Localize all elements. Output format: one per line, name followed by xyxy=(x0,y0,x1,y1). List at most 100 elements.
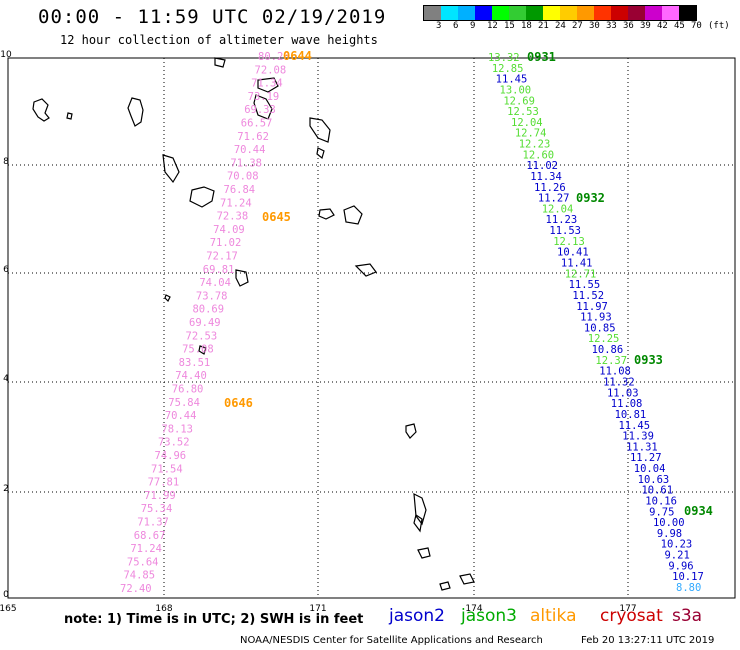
y-tick-label: 6 xyxy=(3,265,9,275)
east-track-value: 11.97 xyxy=(576,301,608,313)
east-track-value: 11.31 xyxy=(626,441,658,453)
island-outline xyxy=(413,492,427,526)
east-track-value: 9.98 xyxy=(657,528,682,540)
west-track-value: 72.38 xyxy=(217,211,249,223)
east-track-value: 11.41 xyxy=(561,258,593,270)
east-track-value: 11.08 xyxy=(599,366,631,378)
west-track-value: 74.04 xyxy=(199,277,231,289)
west-track-value: 71.02 xyxy=(210,237,242,249)
island-outline xyxy=(316,147,325,160)
west-track-time: 0644 xyxy=(283,49,312,63)
credit-text: NOAA/NESDIS Center for Satellite Applica… xyxy=(240,635,543,646)
legend-swatch xyxy=(543,6,560,20)
island-outline xyxy=(189,186,215,208)
east-track-value: 12.13 xyxy=(553,236,585,248)
x-tick-label: 171 xyxy=(309,604,326,614)
west-track-value: 70.08 xyxy=(227,171,259,183)
east-track-value: 10.00 xyxy=(653,517,685,529)
west-track-value: 69.49 xyxy=(189,317,221,329)
axis-ticks: 165 168 171 174 177 0 2 4 6 8 10 xyxy=(0,50,637,614)
island-outline xyxy=(309,117,331,143)
west-track-value: 71.34 xyxy=(251,78,283,90)
satellite-jason3: jason3 xyxy=(461,606,517,626)
east-track-value: 9.96 xyxy=(668,560,693,572)
east-track-value: 10.63 xyxy=(638,474,670,486)
west-track-value: 68.67 xyxy=(134,530,166,542)
legend-label: 27 xyxy=(572,21,583,31)
west-track-value: 76.80 xyxy=(172,384,204,396)
color-scale-legend xyxy=(423,5,697,21)
satellite-altika: altika xyxy=(530,606,577,626)
east-track-value: 10.41 xyxy=(557,247,589,259)
y-tick-label: 10 xyxy=(0,50,12,60)
east-track-value: 11.27 xyxy=(630,452,662,464)
satellite-cryosat: cryosat xyxy=(600,606,663,626)
west-track-value: 71.99 xyxy=(144,490,176,502)
map-frame xyxy=(7,57,736,599)
island-outline xyxy=(459,573,475,585)
west-track-value: 72.53 xyxy=(186,330,218,342)
west-track-value: 72.17 xyxy=(206,251,238,263)
east-track-value: 11.08 xyxy=(611,398,643,410)
map-grid xyxy=(7,57,736,599)
west-track-value: 74.09 xyxy=(213,224,245,236)
legend-label: 42 xyxy=(657,21,668,31)
east-track-time: 0934 xyxy=(684,504,713,518)
legend-label: 3 xyxy=(436,21,442,31)
legend-swatch xyxy=(458,6,475,20)
island-outline xyxy=(439,581,451,591)
legend-swatch xyxy=(628,6,645,20)
east-track-value: 11.23 xyxy=(546,214,578,226)
island-outline xyxy=(164,294,171,303)
west-track-value: 69.33 xyxy=(244,104,276,116)
legend-label: 70 xyxy=(691,21,702,31)
east-track-value: 11.03 xyxy=(607,387,639,399)
legend-label: 33 xyxy=(606,21,617,31)
legend-swatch xyxy=(611,6,628,20)
y-tick-label: 0 xyxy=(3,590,9,600)
legend-label: (ft) xyxy=(708,21,730,31)
west-track-value: 80.69 xyxy=(192,304,224,316)
legend-swatch xyxy=(594,6,611,20)
east-track-value: 10.85 xyxy=(584,322,616,334)
legend-swatch xyxy=(577,6,594,20)
east-track-value: 11.32 xyxy=(603,376,635,388)
west-track-value: 71.24 xyxy=(220,197,252,209)
east-track-time: 0933 xyxy=(634,353,663,367)
island-outline xyxy=(214,57,226,68)
east-track-value: 12.71 xyxy=(565,268,597,280)
west-track-value: 72.40 xyxy=(120,583,152,595)
legend-label: 21 xyxy=(538,21,549,31)
east-track-value: 13.32 xyxy=(488,52,520,64)
page-title: 00:00 - 11:59 UTC 02/19/2019 xyxy=(38,6,387,28)
west-track-value: 71.38 xyxy=(230,157,262,169)
west-track-values: 80.2872.0871.3473.1969.3366.5771.6270.44… xyxy=(120,49,312,595)
east-track-values: 13.3212.8511.4513.0012.6912.5312.0412.74… xyxy=(488,50,713,594)
x-tick-label: 174 xyxy=(465,604,482,614)
east-track-time: 0931 xyxy=(527,50,556,64)
legend-label: 9 xyxy=(470,21,476,31)
x-tick-label: 168 xyxy=(155,604,172,614)
east-track-value: 11.02 xyxy=(526,160,558,172)
west-track-value: 71.62 xyxy=(237,131,269,143)
island-outline xyxy=(343,205,363,225)
east-track-value: 12.74 xyxy=(515,128,547,140)
island-outline xyxy=(354,263,377,277)
east-track-value: 12.25 xyxy=(588,333,620,345)
legend-swatch xyxy=(526,6,543,20)
island-outline xyxy=(235,269,249,287)
west-track-value: 69.81 xyxy=(203,264,235,276)
island-outline xyxy=(417,547,431,559)
east-track-value: 12.60 xyxy=(523,149,555,161)
legend-label: 12 xyxy=(487,21,498,31)
legend-swatch xyxy=(645,6,662,20)
west-track-value: 75.34 xyxy=(141,503,173,515)
island-outline xyxy=(257,77,279,93)
island-outline xyxy=(318,208,335,220)
y-tick-label: 8 xyxy=(3,157,9,167)
island-outline xyxy=(405,423,417,439)
legend-label: 6 xyxy=(453,21,459,31)
east-track-value: 11.26 xyxy=(534,182,566,194)
east-track-value: 10.16 xyxy=(645,495,677,507)
